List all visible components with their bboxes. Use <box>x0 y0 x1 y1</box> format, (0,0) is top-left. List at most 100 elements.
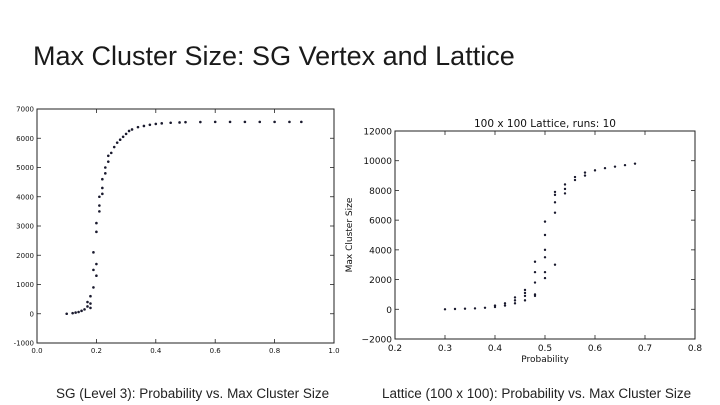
data-point <box>300 120 303 124</box>
data-point <box>121 135 125 139</box>
x-tick-label: 0.0 <box>31 347 42 355</box>
slide-title: Max Cluster Size: SG Vertex and Lattice <box>33 41 515 71</box>
x-tick-label: 0.2 <box>91 347 102 355</box>
data-point <box>543 220 547 223</box>
y-tick-label: 8000 <box>369 187 392 197</box>
data-point <box>92 268 95 272</box>
data-point <box>633 162 637 165</box>
y-tick-label: 0 <box>386 306 392 316</box>
data-point <box>533 294 537 298</box>
data-point <box>553 201 557 204</box>
data-point <box>95 230 98 234</box>
x-tick-label: 0.2 <box>388 344 402 354</box>
data-point <box>523 299 527 302</box>
data-point <box>98 204 101 207</box>
y-tick-label: 2000 <box>369 276 392 286</box>
data-point <box>160 122 164 125</box>
data-point <box>154 122 158 126</box>
data-point <box>523 294 527 298</box>
data-point <box>583 171 587 174</box>
data-point <box>92 286 95 289</box>
plot-frame <box>36 108 335 344</box>
data-point <box>243 120 247 124</box>
y-tick-label: 2000 <box>16 252 34 260</box>
data-point <box>106 154 110 158</box>
data-point <box>553 211 557 214</box>
data-point <box>65 312 68 316</box>
data-point <box>553 193 557 197</box>
data-point <box>80 309 83 313</box>
y-tick-label: 3000 <box>16 223 34 231</box>
data-point <box>95 221 98 225</box>
data-point <box>71 311 74 315</box>
data-point <box>86 305 89 308</box>
data-point <box>543 256 547 259</box>
data-point <box>493 304 497 307</box>
y-tick-label: 5000 <box>16 164 34 172</box>
data-point <box>543 233 547 237</box>
data-point <box>101 186 104 190</box>
x-tick-label: 0.4 <box>150 347 162 355</box>
data-point <box>513 296 517 299</box>
sg-vertex-chart: 0.0 0.2 0.4 0.6 0.8 1.0 -1000 0 1000 2000 3000 4000… <box>14 106 340 356</box>
data-point <box>169 121 172 125</box>
data-point <box>523 291 527 295</box>
data-point <box>98 210 101 213</box>
data-point <box>136 125 140 129</box>
data-point <box>178 121 181 124</box>
data-point <box>98 195 101 199</box>
x-tick-label: 0.6 <box>588 344 603 354</box>
data-point <box>127 129 131 133</box>
x-tick-label: 0.8 <box>269 347 280 355</box>
y-axis-label: Max Cluster Size <box>345 197 355 272</box>
x-tick-label: 0.7 <box>638 344 652 354</box>
data-point <box>573 175 577 179</box>
data-point <box>184 120 187 124</box>
data-point <box>288 120 291 124</box>
data-point <box>148 123 152 127</box>
x-tick-label: 0.4 <box>488 344 503 354</box>
data-point <box>95 262 98 266</box>
data-point <box>543 248 547 252</box>
data-point <box>553 190 557 194</box>
data-point <box>74 311 77 314</box>
data-point <box>104 166 107 169</box>
data-point <box>89 302 92 305</box>
y-tick-label: −2000 <box>362 336 393 346</box>
data-point <box>89 306 92 310</box>
data-point <box>533 281 537 284</box>
data-point <box>503 302 507 305</box>
data-point <box>543 276 547 280</box>
x-tick-label: 0.5 <box>538 344 552 354</box>
caption-lattice: Lattice (100 x 100): Probability vs. Max… <box>382 386 692 401</box>
y-tick-label: 7000 <box>16 106 34 114</box>
y-tick-label: 6000 <box>369 217 392 227</box>
data-point <box>130 128 134 131</box>
x-tick-label: 0.8 <box>688 344 703 354</box>
data-point <box>83 308 86 311</box>
x-tick-label: 0.6 <box>210 347 222 355</box>
data-point <box>523 288 527 292</box>
data-point <box>118 138 122 142</box>
data-point <box>142 124 146 128</box>
data-point <box>443 308 447 311</box>
data-point <box>533 260 537 263</box>
data-point <box>109 151 113 155</box>
data-point <box>563 192 567 195</box>
data-point <box>101 177 104 181</box>
y-tick-label: 6000 <box>16 135 34 143</box>
lattice-chart: 0.2 0.3 0.4 0.5 0.6 0.7 0.8 −2000 0 2000 4000 6000 8… <box>345 118 702 365</box>
data-point <box>483 306 487 309</box>
data-point <box>463 307 467 310</box>
y-tick-label: -1000 <box>14 340 34 348</box>
data-point <box>273 120 276 124</box>
data-point <box>101 192 104 196</box>
data-point <box>213 120 217 124</box>
x-tick-label: 0.3 <box>438 344 452 354</box>
data-point <box>473 307 477 310</box>
data-point <box>513 299 517 302</box>
data-point <box>563 187 567 191</box>
y-tick-label: 12000 <box>363 128 392 138</box>
data-point <box>573 178 577 182</box>
